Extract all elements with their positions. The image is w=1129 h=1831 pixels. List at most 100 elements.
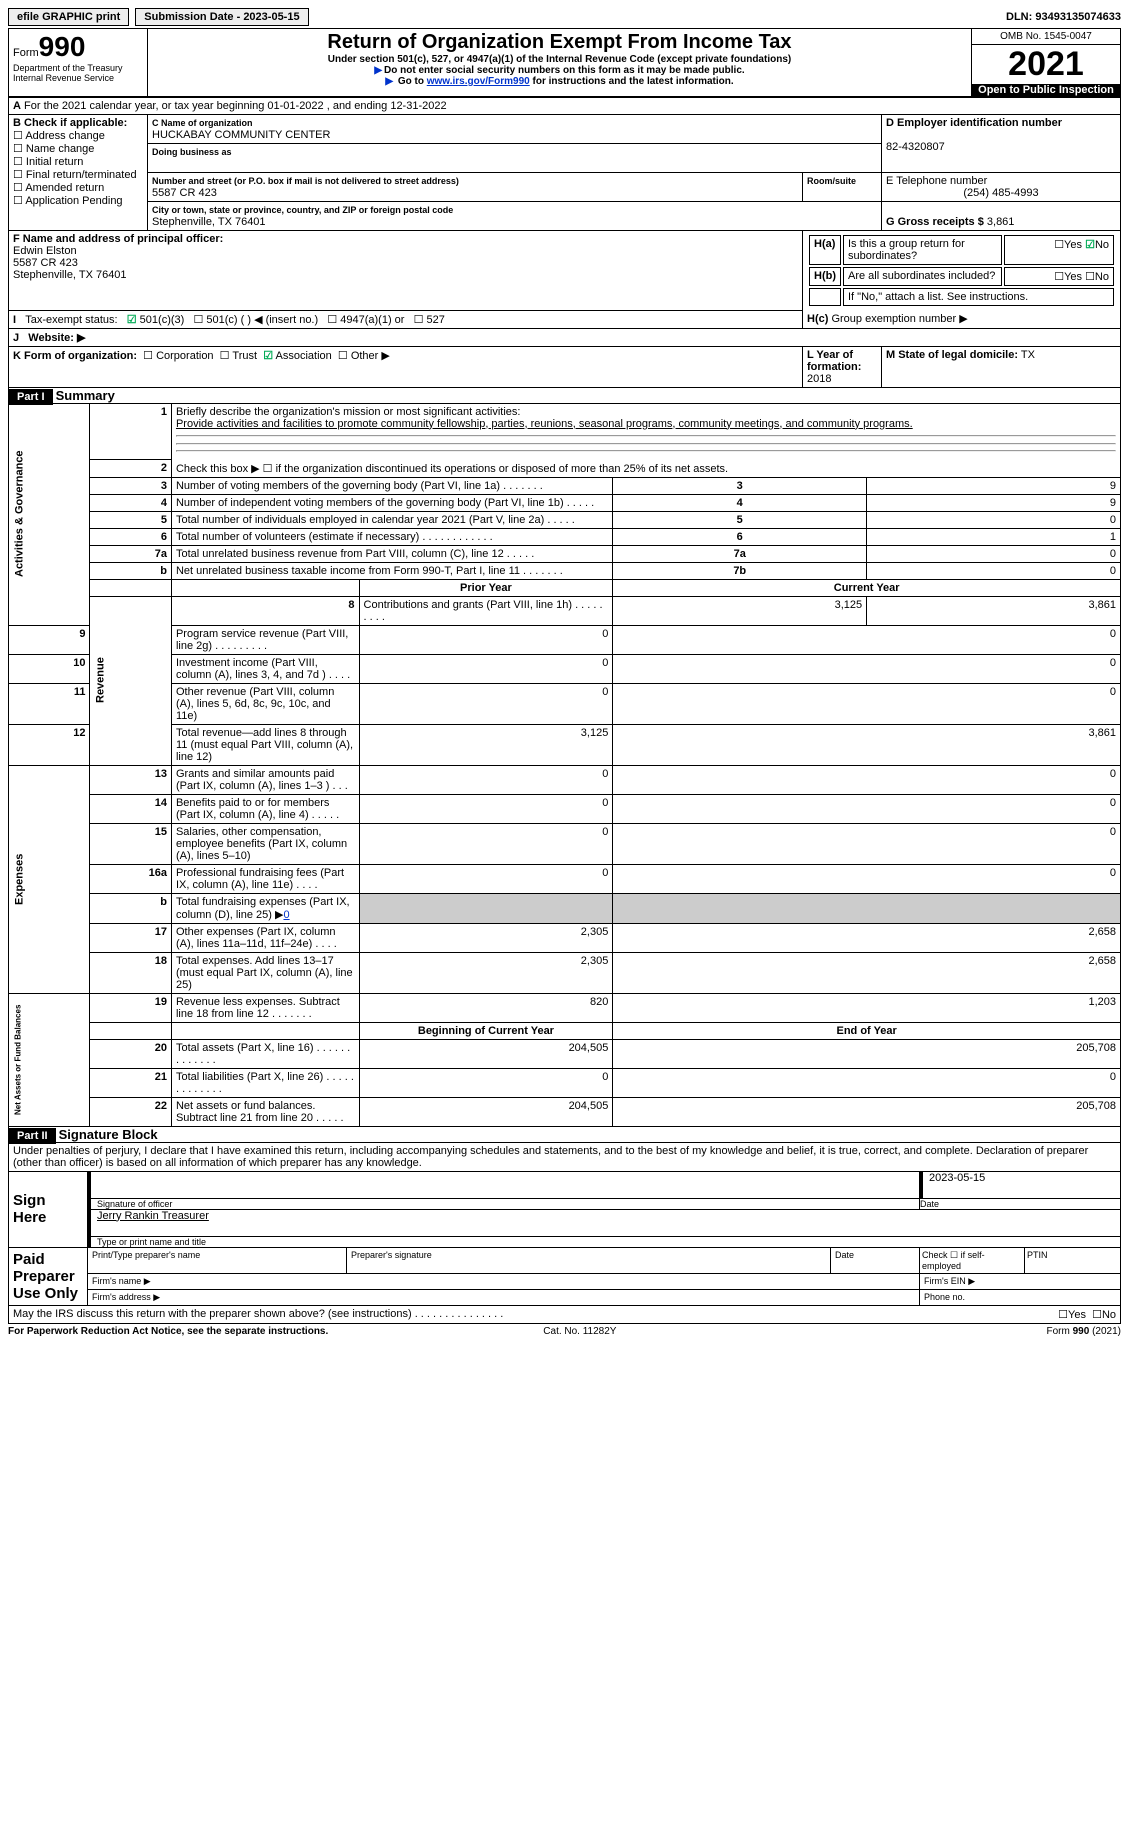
l17n: 17 (90, 923, 171, 952)
l18cy: 2,658 (613, 952, 1121, 993)
f-label: F Name and address of principal officer: (13, 233, 223, 245)
org-name: HUCKABAY COMMUNITY CENTER (152, 129, 330, 141)
sig-date-label: Date (920, 1199, 1120, 1209)
street-address: 5587 CR 423 (152, 187, 217, 199)
l4n: 4 (90, 494, 171, 511)
b-opt-5: Application Pending (25, 195, 122, 207)
l15cy: 0 (613, 823, 1121, 864)
top-bar: efile GRAPHIC print Submission Date - 20… (8, 8, 1121, 26)
dln-label: DLN: 93493135074633 (1006, 11, 1121, 23)
l10t: Investment income (Part VIII, column (A)… (176, 657, 326, 681)
l11py: 0 (359, 683, 613, 724)
b-opt-1: Name change (26, 143, 95, 155)
l19cy: 1,203 (613, 993, 1121, 1022)
l12cy: 3,861 (613, 724, 1121, 765)
l20cy: 205,708 (613, 1039, 1121, 1068)
l22py: 204,505 (359, 1097, 613, 1126)
paid-preparer-label: Paid Preparer Use Only (9, 1247, 88, 1305)
subtitle-3: Go to www.irs.gov/Form990 for instructio… (152, 76, 967, 87)
l13n: 13 (90, 765, 171, 794)
sig-name: Jerry Rankin Treasurer (97, 1210, 209, 1222)
l21py: 0 (359, 1068, 613, 1097)
k-opt-0: Corporation (156, 350, 213, 362)
l5t: Total number of individuals employed in … (176, 514, 544, 526)
l18t: Total expenses. Add lines 13–17 (must eq… (176, 955, 353, 991)
k-label: K Form of organization: (13, 350, 137, 362)
side-exp: Expenses (9, 765, 90, 993)
part1-title: Summary (56, 388, 115, 403)
city-label: City or town, state or province, country… (152, 205, 453, 215)
l16bt: Total fundraising expenses (Part IX, col… (176, 896, 350, 921)
l7bb: 7b (613, 562, 867, 579)
b-opt-0: Address change (25, 130, 105, 142)
hc-label: Group exemption number ▶ (831, 313, 967, 325)
l9cy: 0 (613, 625, 1121, 654)
part2-title: Signature Block (59, 1127, 158, 1142)
l19py: 820 (359, 993, 613, 1022)
q2: Check this box ▶ ☐ if the organization d… (176, 463, 728, 475)
l7an: 7a (90, 545, 171, 562)
side-rev: Revenue (90, 596, 171, 765)
open-inspection: Open to Public Inspection (972, 84, 1120, 96)
l12py: 3,125 (359, 724, 613, 765)
l7at: Total unrelated business revenue from Pa… (176, 548, 504, 560)
m-label: M State of legal domicile: (886, 349, 1018, 361)
i-opt-1: 501(c) ( ) ◀ (insert no.) (206, 314, 318, 326)
department-label: Department of the Treasury Internal Reve… (13, 63, 143, 83)
l7bv: 0 (867, 562, 1121, 579)
ein: 82-4320807 (886, 141, 945, 153)
l15py: 0 (359, 823, 613, 864)
ptin-label: PTIN (1025, 1248, 1050, 1273)
l14py: 0 (359, 794, 613, 823)
firm-name-label: Firm's name ▶ (92, 1276, 151, 1286)
l9py: 0 (359, 625, 613, 654)
col-eoy: End of Year (613, 1022, 1121, 1039)
sig-officer-label: Signature of officer (88, 1199, 919, 1209)
q1: Briefly describe the organization's miss… (176, 406, 520, 418)
col-boy: Beginning of Current Year (359, 1022, 613, 1039)
officer-addr2: Stephenville, TX 76401 (13, 269, 127, 281)
l15t: Salaries, other compensation, employee b… (176, 826, 347, 862)
footer-left: For Paperwork Reduction Act Notice, see … (8, 1326, 328, 1337)
l14cy: 0 (613, 794, 1121, 823)
ha-label: Is this a group return for subordinates? (848, 238, 965, 262)
header-table: Form990 Department of the Treasury Inter… (8, 28, 1121, 97)
l20t: Total assets (Part X, line 16) (176, 1042, 314, 1054)
i-opt-2: 4947(a)(1) or (340, 314, 404, 326)
l8n: 8 (171, 596, 359, 625)
l22n: 22 (90, 1097, 171, 1126)
l16bn: b (90, 893, 171, 923)
i-opt-0: 501(c)(3) (140, 314, 185, 326)
part2-table: Part II Signature Block Under penalties … (8, 1127, 1121, 1324)
submission-date-button[interactable]: Submission Date - 2023-05-15 (135, 8, 308, 26)
l7av: 0 (867, 545, 1121, 562)
b-label: B Check if applicable: (13, 117, 127, 129)
form-label: Form (13, 47, 39, 59)
l7ab: 7a (613, 545, 867, 562)
l21t: Total liabilities (Part X, line 26) (176, 1071, 323, 1083)
l10n: 10 (9, 654, 90, 683)
discuss-no: No (1102, 1309, 1116, 1321)
l14n: 14 (90, 794, 171, 823)
efile-button[interactable]: efile GRAPHIC print (8, 8, 129, 26)
side-ag: Activities & Governance (9, 403, 90, 625)
info-table: A For the 2021 calendar year, or tax yea… (8, 97, 1121, 388)
l13py: 0 (359, 765, 613, 794)
firm-ein-label: Firm's EIN ▶ (924, 1276, 975, 1286)
l-val: 2018 (807, 373, 831, 385)
l16b-link[interactable]: 0 (283, 909, 289, 921)
l13cy: 0 (613, 765, 1121, 794)
p-self: Check ☐ if self-employed (920, 1248, 1025, 1273)
l17t: Other expenses (Part IX, column (A), lin… (176, 926, 336, 950)
l16acy: 0 (613, 864, 1121, 893)
instructions-link[interactable]: www.irs.gov/Form990 (427, 76, 530, 87)
l6t: Total number of volunteers (estimate if … (176, 531, 419, 543)
firm-addr-label: Firm's address ▶ (92, 1292, 160, 1302)
l20py: 204,505 (359, 1039, 613, 1068)
l10cy: 0 (613, 654, 1121, 683)
l19t: Revenue less expenses. Subtract line 18 … (176, 996, 340, 1020)
sign-here-label: Sign Here (9, 1171, 88, 1247)
hb-label: Are all subordinates included? (848, 270, 995, 282)
discuss-label: May the IRS discuss this return with the… (13, 1308, 412, 1320)
tax-year: 2021 (972, 45, 1120, 84)
